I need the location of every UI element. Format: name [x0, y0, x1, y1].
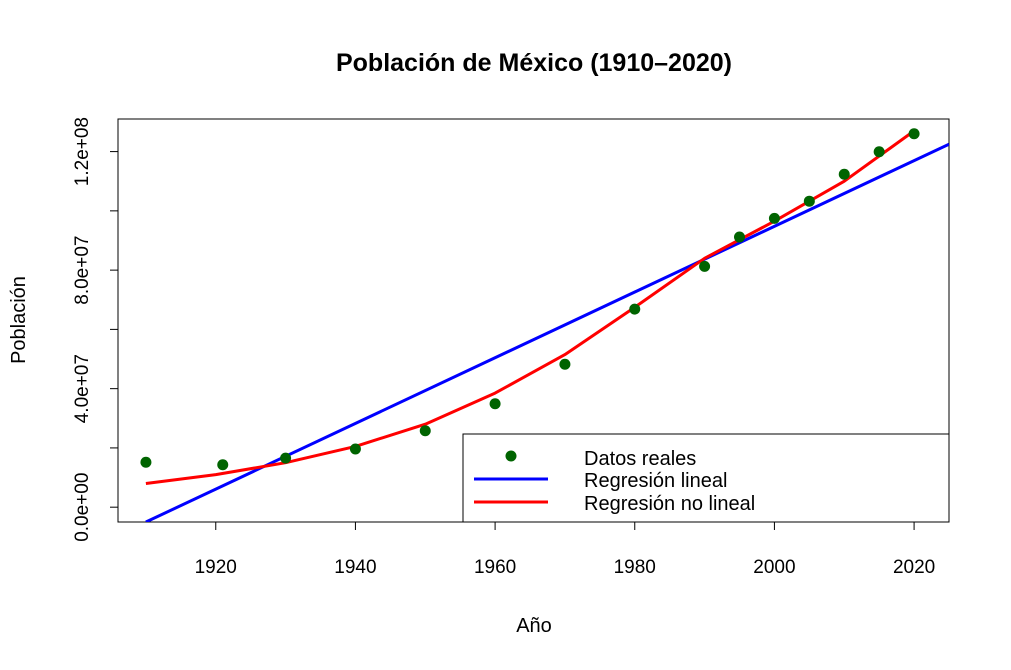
data-point: [768, 212, 780, 224]
data-point: [217, 459, 229, 471]
series-line-regresion-no-lineal: [145, 129, 915, 485]
x-tick-label: 1940: [334, 557, 376, 578]
series-line-regresion-lineal: [145, 142, 949, 522]
data-point: [280, 452, 292, 464]
x-tick-label: 1980: [614, 557, 656, 578]
data-point: [349, 443, 361, 455]
data-point: [908, 128, 920, 140]
data-point: [803, 195, 815, 207]
x-tick-label: 1960: [474, 557, 516, 578]
data-point: [559, 358, 571, 370]
legend-marker-datos-reales: [505, 450, 517, 462]
x-tick-label: 2000: [753, 557, 795, 578]
data-point: [489, 398, 501, 410]
x-axis: 1920 1940 1960 1980 2000 2020: [195, 522, 935, 578]
plot-area: [140, 128, 949, 522]
data-point: [140, 456, 152, 468]
y-tick-label: 1.2e+08: [72, 117, 93, 186]
legend-label-regresion-no-lineal: Regresión no lineal: [584, 493, 755, 515]
legend-label-regresion-lineal: Regresión lineal: [584, 470, 727, 492]
chart-title: Población de México (1910–2020): [336, 49, 732, 77]
y-tick-label: 4.0e+07: [72, 354, 93, 423]
data-point: [629, 303, 641, 315]
y-tick-label: 0.0e+00: [72, 473, 93, 542]
legend: Datos reales Regresión lineal Regresión …: [462, 433, 950, 523]
data-point: [419, 425, 431, 437]
y-axis-title: Población: [8, 276, 30, 364]
data-point: [873, 146, 885, 158]
y-tick-label: 8.0e+07: [72, 236, 93, 305]
data-point: [699, 260, 711, 272]
x-axis-title: Año: [516, 615, 552, 637]
legend-label-datos-reales: Datos reales: [584, 448, 696, 470]
data-point: [734, 231, 746, 243]
x-tick-label: 2020: [893, 557, 935, 578]
y-axis: 0.0e+00 4.0e+07 8.0e+07 1.2e+08: [72, 117, 118, 542]
data-point: [838, 168, 850, 180]
x-tick-label: 1920: [195, 557, 237, 578]
